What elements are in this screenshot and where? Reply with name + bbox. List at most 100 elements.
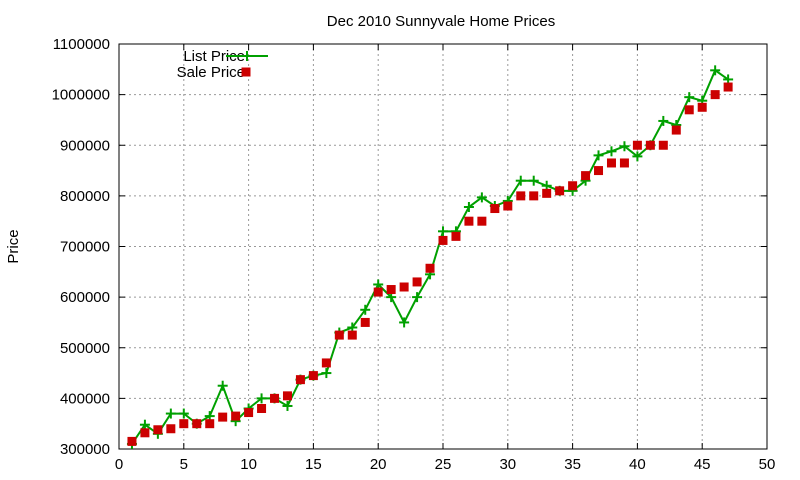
x-tick-label: 10 bbox=[240, 456, 257, 473]
list-price-point bbox=[606, 146, 617, 157]
sale-price-point bbox=[606, 158, 616, 168]
sale-price-point bbox=[477, 216, 487, 226]
sale-price-point bbox=[632, 140, 642, 150]
sale-price-point bbox=[153, 425, 163, 435]
sale-price-point bbox=[140, 428, 150, 438]
sale-price-point bbox=[127, 436, 137, 446]
x-tick-label: 30 bbox=[499, 456, 516, 473]
legend-label-list-price: List Price bbox=[183, 48, 245, 65]
sale-price-point bbox=[334, 330, 344, 340]
legend-swatch-sale-price bbox=[241, 67, 251, 77]
list-price-point bbox=[632, 151, 643, 162]
list-price-point bbox=[360, 304, 371, 315]
sale-price-point bbox=[412, 277, 422, 287]
sale-price-point bbox=[321, 358, 331, 368]
list-price-point bbox=[438, 226, 448, 237]
sale-price-point bbox=[645, 140, 655, 150]
y-tick-label: 300000 bbox=[60, 441, 110, 458]
list-price-point bbox=[178, 408, 189, 419]
y-tick-label: 500000 bbox=[60, 340, 110, 357]
list-price-point bbox=[619, 141, 630, 152]
x-tick-label: 45 bbox=[694, 456, 711, 473]
sale-price-point bbox=[697, 102, 707, 112]
y-tick-label: 1000000 bbox=[52, 87, 110, 104]
sale-price-point bbox=[516, 191, 526, 201]
sale-price-point bbox=[503, 201, 513, 211]
sale-price-point bbox=[231, 411, 241, 421]
legend-plus-marker bbox=[242, 51, 252, 61]
list-price-point bbox=[528, 175, 539, 186]
legend-square-marker bbox=[241, 67, 251, 77]
sale-price-point bbox=[192, 419, 202, 429]
sale-price-point bbox=[179, 419, 189, 429]
sale-price-point bbox=[438, 235, 448, 245]
sale-price-point bbox=[490, 204, 500, 214]
list-price-point bbox=[684, 92, 695, 103]
y-axis-title: Price bbox=[5, 229, 22, 263]
list-price-point bbox=[412, 292, 423, 303]
list-price-point bbox=[321, 368, 332, 379]
sale-price-point bbox=[451, 231, 461, 241]
y-tick-label: 800000 bbox=[60, 188, 110, 205]
sale-price-point bbox=[710, 90, 720, 100]
sale-price-point bbox=[425, 263, 435, 273]
sale-price-point bbox=[658, 140, 668, 150]
sale-price-point bbox=[308, 371, 318, 381]
y-tick-label: 900000 bbox=[60, 137, 110, 154]
x-tick-label: 15 bbox=[305, 456, 322, 473]
x-tick-label: 50 bbox=[759, 456, 776, 473]
list-price-point bbox=[463, 202, 474, 213]
legend-label-sale-price: Sale Price bbox=[177, 64, 245, 81]
grid bbox=[119, 44, 767, 449]
sale-price-point bbox=[542, 188, 552, 198]
list-price-point bbox=[399, 317, 410, 328]
sale-price-point bbox=[568, 181, 578, 191]
sale-price-point bbox=[684, 105, 694, 115]
list-price-point bbox=[658, 115, 669, 126]
series bbox=[126, 65, 734, 449]
sale-price-point bbox=[257, 404, 267, 413]
sale-price-point bbox=[555, 186, 565, 196]
sale-price-point bbox=[386, 285, 396, 295]
sale-price-point bbox=[464, 216, 474, 226]
list-price-point bbox=[593, 150, 604, 161]
sale-price-point bbox=[360, 317, 370, 327]
list-price-point bbox=[476, 192, 487, 203]
sale-price-point bbox=[347, 330, 357, 340]
sale-price-point bbox=[373, 287, 383, 297]
sale-price-point bbox=[295, 375, 305, 385]
list-price-point bbox=[710, 65, 721, 76]
list-price-point bbox=[165, 408, 176, 419]
sale-price-point bbox=[270, 393, 280, 403]
sale-price-point bbox=[205, 419, 215, 429]
y-tick-label: 600000 bbox=[60, 289, 110, 306]
sale-price-point bbox=[723, 82, 733, 92]
sale-price-point bbox=[529, 191, 539, 201]
sale-price-point bbox=[594, 166, 604, 176]
sale-price-point bbox=[581, 171, 591, 181]
legend: List Price Sale Price bbox=[177, 48, 268, 81]
sale-price-point bbox=[619, 158, 629, 168]
x-tick-label: 0 bbox=[115, 456, 123, 473]
list-price-point bbox=[256, 393, 267, 404]
y-tick-label: 400000 bbox=[60, 390, 110, 407]
sale-price-point bbox=[282, 391, 292, 401]
legend-swatch-list-price bbox=[226, 51, 268, 61]
sale-price-point bbox=[218, 412, 228, 422]
sale-price-point bbox=[166, 424, 176, 434]
list-price-point bbox=[282, 400, 293, 411]
y-tick-label: 700000 bbox=[60, 239, 110, 256]
list-price-point bbox=[515, 175, 526, 186]
sale-price-point bbox=[399, 282, 409, 292]
x-tick-label: 40 bbox=[629, 456, 646, 473]
list-price-point bbox=[139, 419, 150, 430]
x-tick-label: 5 bbox=[180, 456, 188, 473]
list-price-point bbox=[217, 380, 228, 391]
x-tick-label: 35 bbox=[564, 456, 581, 473]
sale-price-point bbox=[244, 408, 254, 418]
x-tick-label: 20 bbox=[370, 456, 387, 473]
axis-ticks: 0 5 10 15 20 25 30 35 40 45 50 300000 400000 500000 60… bbox=[52, 36, 776, 473]
y-tick-label: 1100000 bbox=[53, 36, 110, 53]
list-price-line bbox=[131, 68, 729, 445]
